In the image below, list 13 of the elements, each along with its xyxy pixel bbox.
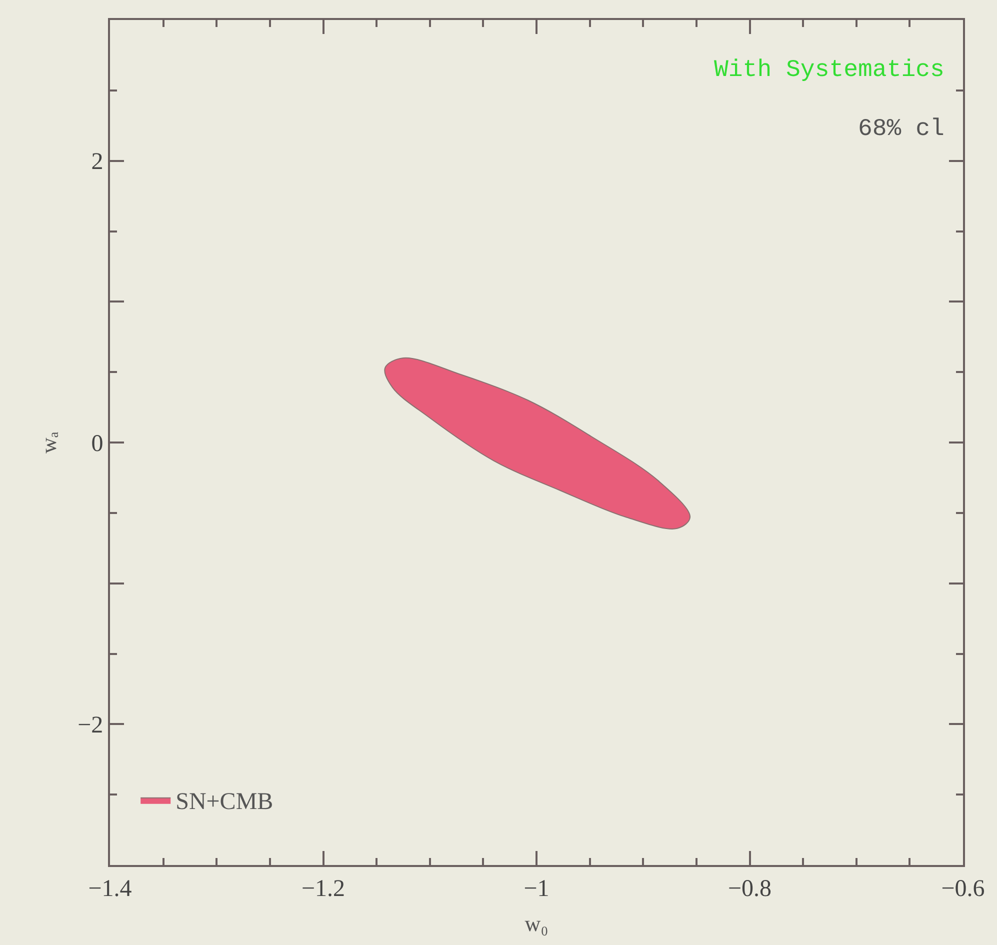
legend-label: SN+CMB <box>176 789 274 816</box>
y-tick-label: 2 <box>91 149 104 176</box>
x-tick-label: −0.8 <box>728 876 772 902</box>
annotation: With Systematics <box>714 57 944 84</box>
y-axis-title: wₐ <box>36 432 61 454</box>
y-tick-label: 0 <box>91 430 104 457</box>
y-tick-label: −2 <box>78 712 104 739</box>
annotation: 68% cl <box>858 116 944 143</box>
x-tick-label: −1 <box>524 876 550 902</box>
x-tick-label: −1.4 <box>88 876 132 902</box>
x-axis-title: w₀ <box>524 911 548 936</box>
x-tick-label: −1.2 <box>301 876 346 902</box>
x-tick-label: −0.6 <box>941 876 985 902</box>
